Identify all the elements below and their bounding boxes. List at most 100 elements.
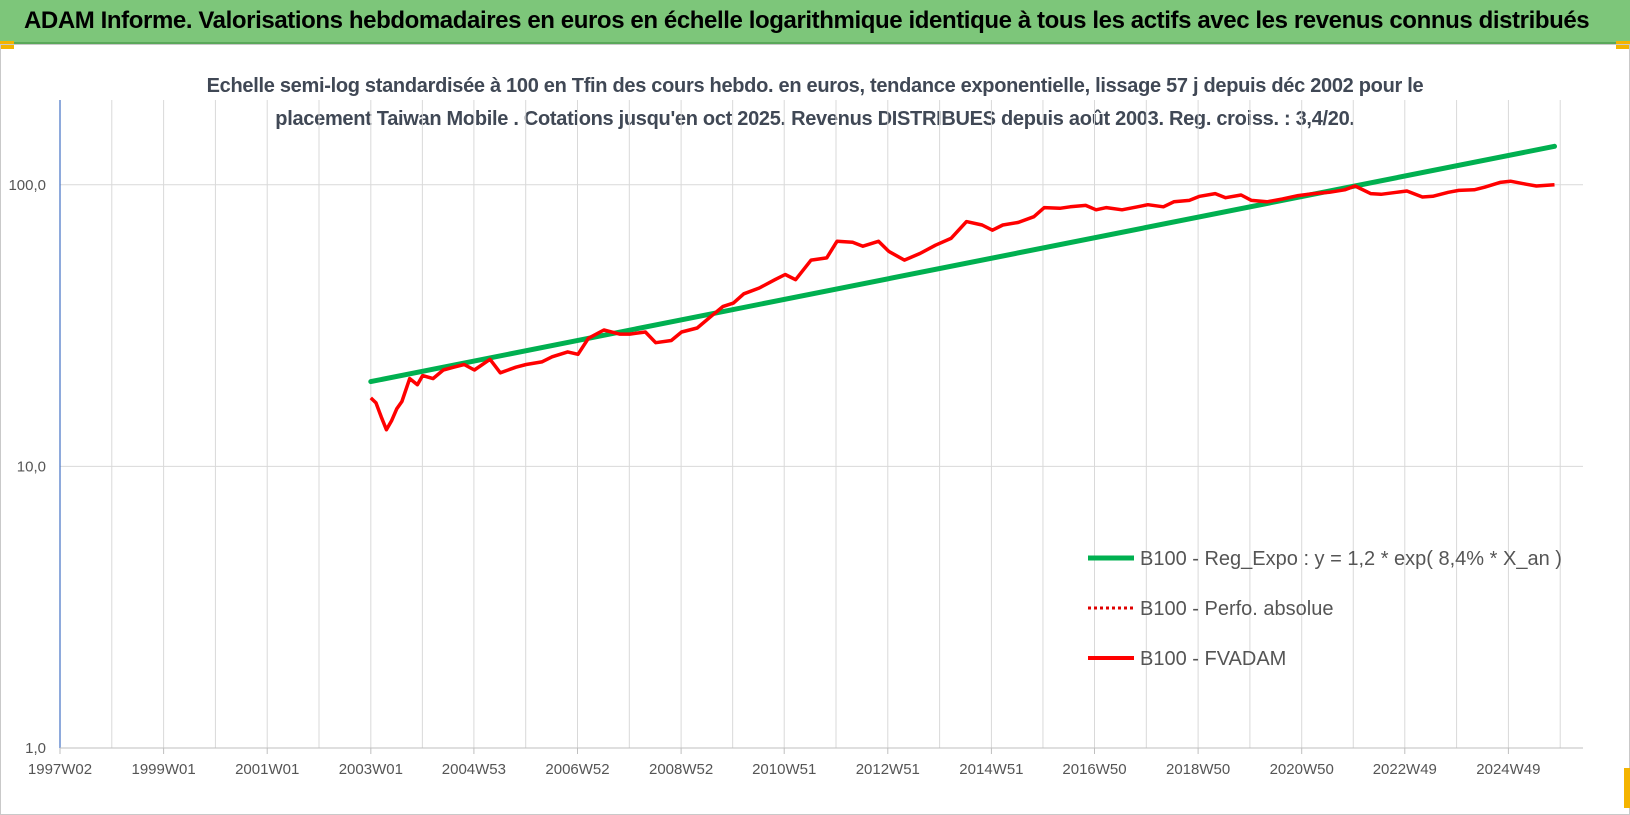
corner-mark-bottom-right — [1624, 768, 1630, 808]
series-2-point — [473, 368, 476, 371]
series-2-point — [525, 363, 528, 366]
series-2-point — [742, 292, 745, 295]
x-tick-label: 2004W53 — [442, 761, 506, 778]
series-2-point — [1120, 208, 1123, 211]
series-2-point — [950, 237, 953, 240]
series-2-point — [1017, 221, 1020, 224]
series-2-point — [1095, 208, 1098, 211]
x-tick-label: 2024W49 — [1476, 761, 1540, 778]
series-2-point — [1032, 215, 1035, 218]
series-2-point — [836, 240, 839, 243]
series-2-point — [1343, 188, 1346, 191]
series-2-point — [903, 259, 906, 262]
series-2-point — [851, 241, 854, 244]
series-2-point — [1146, 203, 1149, 206]
legend-label: B100 - Perfo. absolue — [1140, 598, 1333, 620]
series-2-point — [1214, 192, 1217, 195]
series-2-point — [722, 305, 725, 308]
chart-subtitle: Echelle semi-log standardisée à 100 en T… — [200, 70, 1430, 136]
series-2-point — [587, 337, 590, 340]
x-tick-label: 2020W50 — [1270, 761, 1334, 778]
series-2-point — [442, 368, 445, 371]
series-2-point — [1421, 195, 1424, 198]
series-2-point — [1312, 192, 1315, 195]
series-2-point — [784, 273, 787, 276]
chart-subtitle-line-2: placement Taiwan Mobile . Cotations jusq… — [275, 108, 1355, 130]
series-2-point — [408, 377, 411, 380]
series-2-point — [1535, 185, 1538, 188]
fvadam-series-line — [369, 179, 1555, 432]
series-2-point — [577, 353, 580, 356]
series-2-point — [488, 358, 491, 361]
series-2-point — [794, 278, 797, 281]
x-tick-label: 2022W49 — [1373, 761, 1437, 778]
series-2-point — [1162, 205, 1165, 208]
series-2-point — [1198, 195, 1201, 198]
x-tick-label: 2001W01 — [235, 761, 299, 778]
series-2-point — [452, 366, 455, 369]
series-2-point — [965, 220, 968, 223]
x-tick-label: 2014W51 — [959, 761, 1023, 778]
series-2-point — [1483, 186, 1486, 189]
series-0-point — [369, 380, 372, 383]
series-2-point — [1447, 191, 1450, 194]
series-2-point — [1553, 183, 1556, 186]
series-2-point — [654, 341, 657, 344]
series-2-point — [540, 360, 543, 363]
series-2-point — [380, 415, 383, 418]
series-2-point — [551, 355, 554, 358]
series-2-point — [887, 250, 890, 253]
x-tick-label: 2018W50 — [1166, 761, 1230, 778]
series-2-point — [1328, 191, 1331, 194]
series-2-point — [758, 286, 761, 289]
series-2-point — [644, 331, 647, 334]
series-2-point — [374, 401, 377, 404]
x-tick-label: 1997W02 — [28, 761, 92, 778]
series-2-point — [1369, 192, 1372, 195]
regression-series-line — [368, 143, 1557, 385]
series-2-point — [1525, 183, 1528, 186]
series-2-point — [390, 419, 393, 422]
series-2-point — [431, 377, 434, 380]
series-2-point — [628, 333, 631, 336]
y-tick-label: 10,0 — [17, 458, 46, 475]
x-tick-label: 2012W51 — [856, 761, 920, 778]
series-2-point — [732, 302, 735, 305]
legend-label: B100 - FVADAM — [1140, 648, 1286, 670]
series-2-point — [1188, 199, 1191, 202]
y-tick-label: 100,0 — [8, 177, 46, 194]
series-2-point — [1001, 223, 1004, 226]
series-2-point — [1266, 200, 1269, 203]
corner-mark-left — [0, 41, 14, 49]
series-2-point — [463, 363, 466, 366]
series-2-point — [918, 252, 921, 255]
series-2-point — [981, 223, 984, 226]
page-title: ADAM Informe. Valorisations hebdomadaire… — [24, 7, 1590, 34]
series-2-point — [421, 374, 424, 377]
series-2-point — [1431, 195, 1434, 198]
chart-subtitle-line-1: Echelle semi-log standardisée à 100 en T… — [206, 75, 1424, 97]
series-2-point — [1354, 185, 1357, 188]
series-2-point — [416, 383, 419, 386]
x-tick-label: 2010W51 — [752, 761, 816, 778]
series-2-point — [1069, 205, 1072, 208]
series-2-point — [1172, 200, 1175, 203]
x-tick-label: 1999W01 — [131, 761, 195, 778]
series-2-point — [1224, 196, 1227, 199]
series-2-point — [670, 339, 673, 342]
series-2-point — [1250, 199, 1253, 202]
series-2-point — [1395, 191, 1398, 194]
x-tick-label: 2003W01 — [339, 761, 403, 778]
series-2-point — [861, 245, 864, 248]
series-2-point — [1509, 180, 1512, 183]
series-2-point — [514, 366, 517, 369]
series-0-point — [1553, 145, 1556, 148]
series-2-point — [499, 371, 502, 374]
series-2-point — [711, 313, 714, 316]
series-2-point — [1136, 205, 1139, 208]
series-2-point — [566, 350, 569, 353]
series-2-point — [1043, 206, 1046, 209]
series-2-point — [934, 244, 937, 247]
corner-mark-right — [1616, 41, 1630, 49]
